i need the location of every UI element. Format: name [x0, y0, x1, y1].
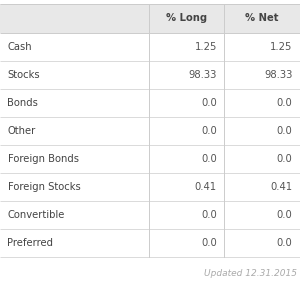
Text: Stocks: Stocks: [8, 70, 40, 80]
Text: 1.25: 1.25: [194, 42, 217, 52]
Bar: [224, 173, 300, 201]
Text: Bonds: Bonds: [8, 98, 38, 108]
Bar: [148, 173, 224, 201]
Bar: [0, 33, 148, 61]
Text: 0.0: 0.0: [277, 126, 292, 136]
Text: 0.0: 0.0: [277, 154, 292, 164]
Bar: [0, 117, 148, 145]
Text: Preferred: Preferred: [8, 238, 53, 248]
Text: 98.33: 98.33: [264, 70, 292, 80]
Text: 0.0: 0.0: [277, 98, 292, 108]
Text: 0.41: 0.41: [270, 182, 292, 192]
Text: 0.0: 0.0: [201, 210, 217, 220]
Text: 0.0: 0.0: [277, 238, 292, 248]
Bar: [148, 201, 224, 229]
Bar: [224, 145, 300, 173]
Text: Other: Other: [8, 126, 36, 136]
Text: Updated 12.31.2015: Updated 12.31.2015: [204, 269, 297, 278]
Bar: [0, 201, 148, 229]
Bar: [224, 117, 300, 145]
Text: 0.0: 0.0: [201, 98, 217, 108]
Text: Foreign Stocks: Foreign Stocks: [8, 182, 80, 192]
Bar: [224, 33, 300, 61]
Bar: [224, 4, 300, 33]
Text: % Net: % Net: [245, 13, 279, 23]
Bar: [0, 145, 148, 173]
Bar: [148, 117, 224, 145]
Text: Cash: Cash: [8, 42, 32, 52]
Bar: [224, 201, 300, 229]
Text: 0.41: 0.41: [195, 182, 217, 192]
Bar: [0, 4, 148, 33]
Bar: [224, 89, 300, 117]
Text: 0.0: 0.0: [201, 126, 217, 136]
Text: 1.25: 1.25: [270, 42, 292, 52]
Text: Foreign Bonds: Foreign Bonds: [8, 154, 79, 164]
Text: 0.0: 0.0: [277, 210, 292, 220]
Bar: [148, 145, 224, 173]
Bar: [148, 61, 224, 89]
Text: 98.33: 98.33: [188, 70, 217, 80]
Bar: [0, 173, 148, 201]
Bar: [0, 229, 148, 257]
Text: % Long: % Long: [166, 13, 207, 23]
Bar: [224, 61, 300, 89]
Text: 0.0: 0.0: [201, 238, 217, 248]
Text: Convertible: Convertible: [8, 210, 65, 220]
Bar: [0, 61, 148, 89]
Bar: [148, 33, 224, 61]
Bar: [0, 89, 148, 117]
Bar: [224, 229, 300, 257]
Bar: [148, 89, 224, 117]
Bar: [148, 229, 224, 257]
Text: 0.0: 0.0: [201, 154, 217, 164]
Bar: [148, 4, 224, 33]
